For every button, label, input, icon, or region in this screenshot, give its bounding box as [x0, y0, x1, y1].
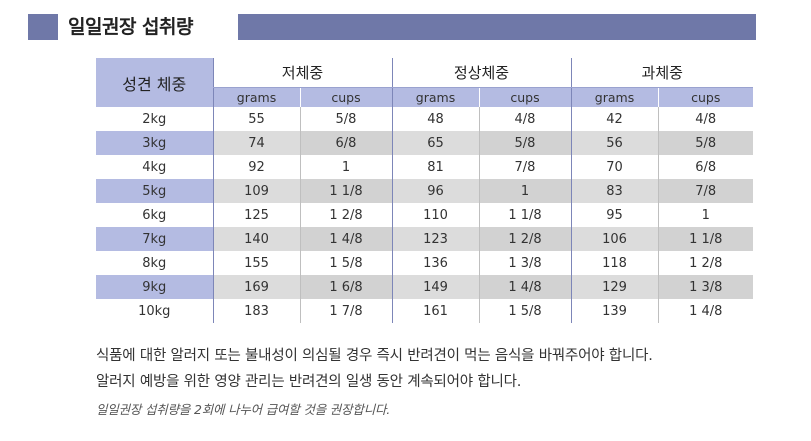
cups-cell: 1 5/8: [478, 299, 571, 323]
cups-cell: 1 2/8: [299, 203, 392, 227]
grams-cell: 161: [391, 299, 479, 323]
grams-cell: 106: [570, 227, 658, 251]
weight-cell: 10kg: [96, 299, 213, 323]
table-row: 7kg 140 1 4/8 123 1 2/8 106 1 1/8: [96, 227, 753, 251]
cups-cell: 4/8: [478, 107, 571, 131]
grams-cell: 123: [391, 227, 479, 251]
table-row: 6kg 125 1 2/8 110 1 1/8 95 1: [96, 203, 753, 227]
table-row: 4kg 92 1 81 7/8 70 6/8: [96, 155, 753, 179]
unit-header: grams: [391, 87, 479, 107]
grams-cell: 92: [212, 155, 300, 179]
weight-cell: 4kg: [96, 155, 213, 179]
table-row: 9kg 169 1 6/8 149 1 4/8 129 1 3/8: [96, 275, 753, 299]
table-row: 5kg 109 1 1/8 96 1 83 7/8: [96, 179, 753, 203]
grams-cell: 65: [391, 131, 479, 155]
cups-cell: 1 2/8: [478, 227, 571, 251]
grams-cell: 149: [391, 275, 479, 299]
group-header-overweight: 과체중: [570, 58, 753, 88]
group-header-underweight: 저체중: [212, 58, 392, 88]
cups-cell: 1: [478, 179, 571, 203]
grams-cell: 110: [391, 203, 479, 227]
cups-cell: 1 2/8: [657, 251, 753, 275]
table-row: 8kg 155 1 5/8 136 1 3/8 118 1 2/8: [96, 251, 753, 275]
unit-header: cups: [478, 87, 571, 107]
cups-cell: 1 6/8: [299, 275, 392, 299]
grams-cell: 140: [212, 227, 300, 251]
grams-cell: 129: [570, 275, 658, 299]
grams-cell: 155: [212, 251, 300, 275]
grams-cell: 125: [212, 203, 300, 227]
weight-cell: 8kg: [96, 251, 213, 275]
grams-cell: 55: [212, 107, 300, 131]
weight-cell: 2kg: [96, 107, 213, 131]
cups-cell: 1: [657, 203, 753, 227]
cups-cell: 1 4/8: [299, 227, 392, 251]
title-accent-bar: [238, 14, 756, 40]
grams-cell: 139: [570, 299, 658, 323]
grams-cell: 42: [570, 107, 658, 131]
weight-cell: 7kg: [96, 227, 213, 251]
grams-cell: 81: [391, 155, 479, 179]
cups-cell: 1 1/8: [299, 179, 392, 203]
grams-cell: 96: [391, 179, 479, 203]
weight-column-header: 성견 체중: [96, 58, 213, 107]
cups-cell: 7/8: [657, 179, 753, 203]
cups-cell: 5/8: [299, 107, 392, 131]
group-header-row: 성견 체중 저체중 정상체중 과체중: [96, 58, 753, 107]
weight-cell: 9kg: [96, 275, 213, 299]
feeding-table: 성견 체중 저체중 정상체중 과체중 grams cups grams cups…: [96, 58, 753, 323]
table-row: 10kg 183 1 7/8 161 1 5/8 139 1 4/8: [96, 299, 753, 323]
cups-cell: 1: [299, 155, 392, 179]
unit-header: cups: [299, 87, 392, 107]
unit-header-row: grams cups grams cups grams cups: [96, 87, 753, 107]
feeding-tip-note: 일일권장 섭취량을 2회에 나누어 급여할 것을 권장합니다.: [96, 402, 391, 417]
grams-cell: 136: [391, 251, 479, 275]
cups-cell: 1 7/8: [299, 299, 392, 323]
cups-cell: 1 4/8: [657, 299, 753, 323]
cups-cell: 1 5/8: [299, 251, 392, 275]
grams-cell: 169: [212, 275, 300, 299]
weight-cell: 6kg: [96, 203, 213, 227]
unit-header: cups: [657, 87, 753, 107]
cups-cell: 1 4/8: [478, 275, 571, 299]
table-row: 2kg 55 5/8 48 4/8 42 4/8: [96, 107, 753, 131]
weight-cell: 5kg: [96, 179, 213, 203]
group-header-normal: 정상체중: [391, 58, 571, 88]
weight-cell: 3kg: [96, 131, 213, 155]
cups-cell: 4/8: [657, 107, 753, 131]
grams-cell: 183: [212, 299, 300, 323]
cups-cell: 1 1/8: [657, 227, 753, 251]
table-row: 3kg 74 6/8 65 5/8 56 5/8: [96, 131, 753, 155]
grams-cell: 74: [212, 131, 300, 155]
cups-cell: 1 3/8: [478, 251, 571, 275]
cups-cell: 1 1/8: [478, 203, 571, 227]
cups-cell: 1 3/8: [657, 275, 753, 299]
unit-header: grams: [212, 87, 300, 107]
cups-cell: 6/8: [657, 155, 753, 179]
cups-cell: 5/8: [657, 131, 753, 155]
title-accent-block: [28, 14, 58, 40]
grams-cell: 118: [570, 251, 658, 275]
grams-cell: 48: [391, 107, 479, 131]
page-title: 일일권장 섭취량: [68, 16, 193, 38]
allergy-note: 식품에 대한 알러지 또는 불내성이 의심될 경우 즉시 반려견이 먹는 음식을…: [96, 348, 653, 364]
grams-cell: 109: [212, 179, 300, 203]
unit-header: grams: [570, 87, 658, 107]
title-section: 일일권장 섭취량: [28, 14, 756, 40]
grams-cell: 95: [570, 203, 658, 227]
grams-cell: 56: [570, 131, 658, 155]
cups-cell: 6/8: [299, 131, 392, 155]
cups-cell: 7/8: [478, 155, 571, 179]
cups-cell: 5/8: [478, 131, 571, 155]
nutrition-note: 알러지 예방을 위한 영양 관리는 반려견의 일생 동안 계속되어야 합니다.: [96, 374, 522, 390]
grams-cell: 83: [570, 179, 658, 203]
grams-cell: 70: [570, 155, 658, 179]
